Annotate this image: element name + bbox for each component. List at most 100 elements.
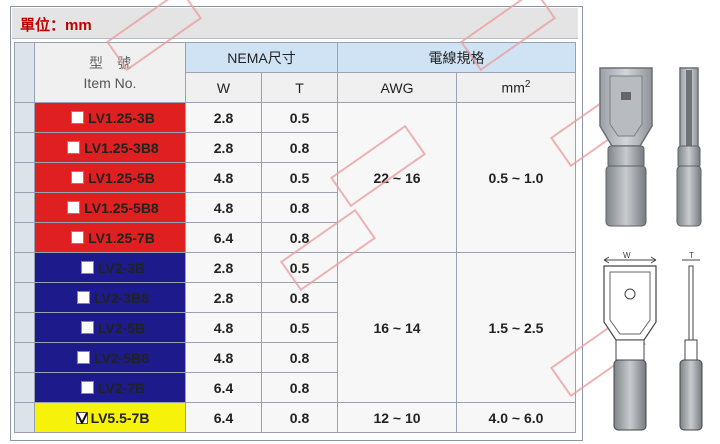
item-label: LV5.5-7B <box>90 409 150 426</box>
item-label: LV1.25-5B <box>88 169 155 186</box>
mm2-group-cell: 1.5 ~ 2.5 <box>456 252 576 403</box>
w-cell: 2.8 <box>185 282 262 313</box>
table-row: LV1.25-5B 4.8 0.5 <box>14 162 576 193</box>
item-label: LV1.25-5B8 <box>84 199 159 216</box>
mm2-header: mm2 <box>456 72 576 103</box>
w-cell: 6.4 <box>185 402 262 433</box>
row-gutter <box>14 372 35 403</box>
t-header: T <box>261 72 338 103</box>
w-cell: 4.8 <box>185 342 262 373</box>
mm2-header-sup: 2 <box>524 79 531 91</box>
item-cell[interactable]: LV2-3B8 <box>34 282 186 313</box>
row-gutter <box>14 282 35 313</box>
checkbox-icon[interactable] <box>77 350 90 364</box>
t-cell: 0.8 <box>261 222 338 253</box>
row-gutter <box>14 102 35 133</box>
t-cell: 0.5 <box>261 162 338 193</box>
item-cell[interactable]: LV1.25-7B <box>34 222 186 253</box>
table-row: LV1.25-3B 2.8 0.5 22 ~ 16 0.5 ~ 1.0 <box>14 102 576 253</box>
table-row: LV2-5B 4.8 0.5 <box>14 312 576 343</box>
item-label: LV2-3B <box>97 259 146 276</box>
w-cell: 2.8 <box>185 102 262 133</box>
t-cell: 0.8 <box>261 372 338 403</box>
mm2-group-cell: 0.5 ~ 1.0 <box>456 102 576 253</box>
row-gutter <box>14 42 35 103</box>
checkbox-icon[interactable] <box>80 320 94 334</box>
t-cell: 0.5 <box>261 312 338 343</box>
w-dimension-label: W <box>623 251 631 260</box>
t-cell: 0.8 <box>261 402 338 433</box>
awg-group-cell: 12 ~ 10 <box>337 402 457 433</box>
row-gutter <box>14 252 35 283</box>
item-label: LV2-5B <box>97 319 146 336</box>
checkbox-icon[interactable] <box>67 140 81 154</box>
spec-table: 型 號 Item No. NEMA尺寸 電線規格 W T AWG mm2 LV1… <box>14 42 576 433</box>
unit-bar: 單位：mm <box>12 8 578 39</box>
t-cell: 0.5 <box>261 102 338 133</box>
checkbox-icon[interactable] <box>77 290 90 304</box>
w-cell: 2.8 <box>185 252 262 283</box>
row-gutter <box>14 312 35 343</box>
checkbox-icon[interactable] <box>80 380 94 394</box>
w-cell: 2.8 <box>185 132 262 163</box>
t-cell: 0.8 <box>261 342 338 373</box>
awg-header: AWG <box>337 72 457 103</box>
t-cell: 0.8 <box>261 192 338 223</box>
mm2-header-text: mm <box>501 79 525 96</box>
terminal-photo-front <box>599 67 653 227</box>
item-label: LV2-3B8 <box>94 289 149 306</box>
checkbox-icon[interactable] <box>71 230 85 244</box>
item-cell[interactable]: LV2-5B <box>34 312 186 343</box>
w-cell: 4.8 <box>185 312 262 343</box>
item-cell[interactable]: LV1.25-5B <box>34 162 186 193</box>
row-gutter <box>14 342 35 373</box>
w-header: W <box>185 72 262 103</box>
terminal-photo-side <box>676 67 702 227</box>
t-cell: 0.8 <box>261 282 338 313</box>
table-row: LV1.25-5B8 4.8 0.8 <box>14 192 576 223</box>
checkbox-icon[interactable] <box>67 200 81 214</box>
nema-header: NEMA尺寸 <box>185 42 338 73</box>
item-cell[interactable]: LV1.25-5B8 <box>34 192 186 223</box>
table-row: LV2-3B8 2.8 0.8 <box>14 282 576 313</box>
row-gutter <box>14 222 35 253</box>
item-header-en: Item No. <box>83 74 137 91</box>
item-header-zh: 型 號 <box>89 54 131 71</box>
wire-spec-header: 電線規格 <box>337 42 576 73</box>
w-cell: 4.8 <box>185 192 262 223</box>
item-cell[interactable]: LV2-5B8 <box>34 342 186 373</box>
checkbox-icon[interactable] <box>71 110 85 124</box>
item-cell[interactable]: LV1.25-3B8 <box>34 132 186 163</box>
table-row: LV1.25-7B 6.4 0.8 <box>14 222 576 253</box>
row-gutter <box>14 162 35 193</box>
unit-label: 單位：mm <box>20 17 92 34</box>
t-dimension-label: T <box>689 251 694 260</box>
w-cell: 4.8 <box>185 162 262 193</box>
row-gutter <box>14 132 35 163</box>
checkbox-icon[interactable] <box>80 260 94 274</box>
item-cell[interactable]: LV2-7B <box>34 372 186 403</box>
table-row: LV2-3B 2.8 0.5 16 ~ 14 1.5 ~ 2.5 <box>14 252 576 403</box>
terminal-drawing-front: W <box>603 251 657 431</box>
item-label: LV1.25-3B8 <box>84 139 159 156</box>
w-cell: 6.4 <box>185 372 262 403</box>
awg-group-cell: 16 ~ 14 <box>337 252 457 403</box>
t-cell: 0.8 <box>261 132 338 163</box>
item-label: LV1.25-7B <box>88 229 155 246</box>
item-cell[interactable]: LV2-3B <box>34 252 186 283</box>
row-gutter <box>14 402 35 433</box>
mm2-group-cell: 4.0 ~ 6.0 <box>456 402 576 433</box>
item-cell[interactable]: LV5.5-7B <box>34 402 186 433</box>
item-label: LV2-5B8 <box>94 349 149 366</box>
item-cell[interactable]: LV1.25-3B <box>34 102 186 133</box>
checkbox-checked-icon[interactable] <box>75 411 88 424</box>
row-gutter <box>14 192 35 223</box>
item-header: 型 號 Item No. <box>34 42 186 103</box>
awg-group-cell: 22 ~ 16 <box>337 102 457 253</box>
item-label: LV2-7B <box>97 379 146 396</box>
table-row: LV5.5-7B 6.4 0.8 12 ~ 10 4.0 ~ 6.0 <box>14 402 576 433</box>
terminal-drawing-side: T <box>679 251 703 431</box>
checkbox-icon[interactable] <box>71 170 85 184</box>
item-label: LV1.25-3B <box>88 109 155 126</box>
